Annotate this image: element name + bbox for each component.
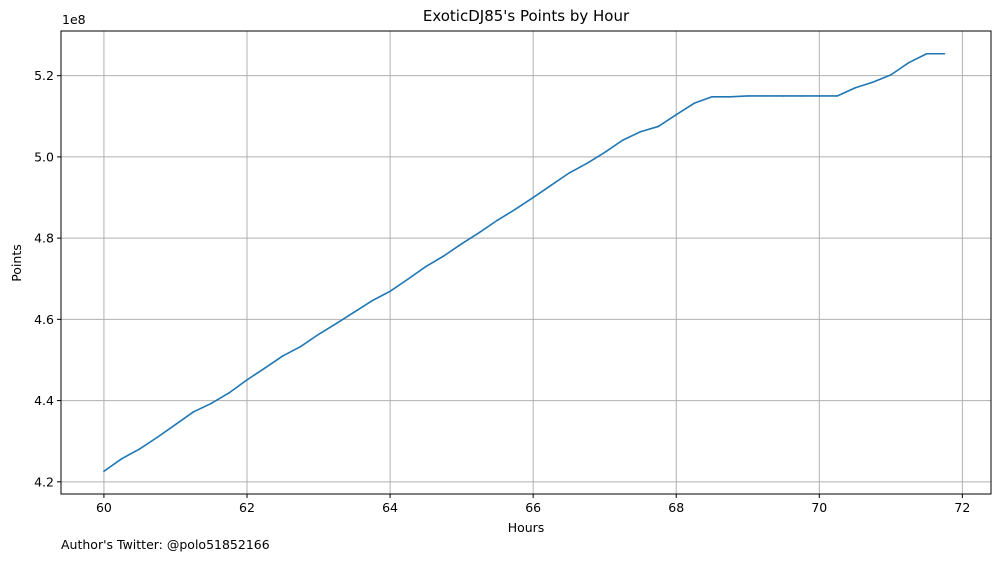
ticks: 60 62 64 66 68 70 72 4.2 4.4 4.6 4.8 5.0 5.2 [34, 68, 970, 515]
data-point [532, 196, 534, 199]
data-point [103, 470, 105, 473]
y-tick-label: 4.4 [34, 393, 54, 408]
author-credit: Author's Twitter: @polo51852166 [61, 537, 270, 552]
data-point [425, 265, 427, 268]
data-point [317, 333, 320, 336]
plot-frame [60, 30, 992, 495]
x-tick-label: 60 [96, 500, 112, 515]
data-point [442, 255, 445, 257]
x-tick-label: 70 [811, 500, 827, 515]
x-tick-label: 62 [239, 500, 255, 515]
data-point [621, 139, 624, 142]
data-point [246, 379, 248, 381]
data-point [890, 74, 892, 76]
data-point [156, 436, 159, 438]
data-point [818, 95, 821, 97]
data-point [943, 52, 946, 55]
y-tick-label: 5.2 [34, 68, 54, 83]
y-axis-label: Points [9, 244, 24, 282]
y-tick-label: 4.6 [34, 312, 54, 327]
y-tick-label: 4.8 [34, 231, 54, 246]
data-point [389, 290, 391, 293]
data-point [675, 113, 678, 116]
data-point [657, 125, 660, 128]
data-point [836, 95, 838, 97]
data-point [496, 219, 499, 222]
data-point [764, 95, 767, 97]
points-series-line [103, 52, 945, 472]
data-point [729, 95, 731, 98]
data-point [925, 52, 928, 55]
y-offset-label: 1e8 [62, 12, 86, 27]
data-point [746, 95, 749, 97]
y-tick-label: 4.2 [34, 474, 54, 489]
data-point [514, 208, 517, 211]
data-point [693, 102, 695, 105]
data-point [478, 231, 481, 234]
data-point [639, 130, 642, 133]
data-point [568, 172, 570, 174]
data-point [782, 95, 785, 97]
data-point [335, 322, 338, 325]
x-tick-label: 66 [525, 500, 541, 515]
data-point [407, 278, 409, 280]
data-point [854, 87, 856, 89]
data-point [174, 423, 177, 426]
data-point [121, 457, 123, 460]
data-point [711, 95, 713, 98]
data-point [353, 311, 356, 313]
x-tick-label: 68 [668, 500, 684, 515]
data-point [138, 448, 141, 450]
data-point [550, 184, 552, 187]
data-point [281, 355, 284, 357]
data-point [872, 81, 874, 83]
x-tick-label: 72 [954, 500, 970, 515]
chart-title: ExoticDJ85's Points by Hour [423, 7, 630, 25]
data-point [299, 345, 302, 348]
data-point [264, 367, 266, 369]
data-point [371, 299, 373, 302]
data-point [907, 61, 910, 64]
x-tick-label: 64 [382, 500, 398, 515]
grid [61, 31, 991, 494]
data-point [800, 95, 803, 97]
data-point [586, 162, 588, 165]
data-point [460, 243, 463, 245]
data-point [192, 411, 195, 413]
data-point [603, 151, 606, 154]
data-point [210, 402, 213, 405]
series-layer [103, 52, 946, 473]
y-tick-label: 5.0 [34, 149, 54, 164]
data-point [228, 392, 230, 394]
x-axis-label: Hours [508, 520, 545, 535]
